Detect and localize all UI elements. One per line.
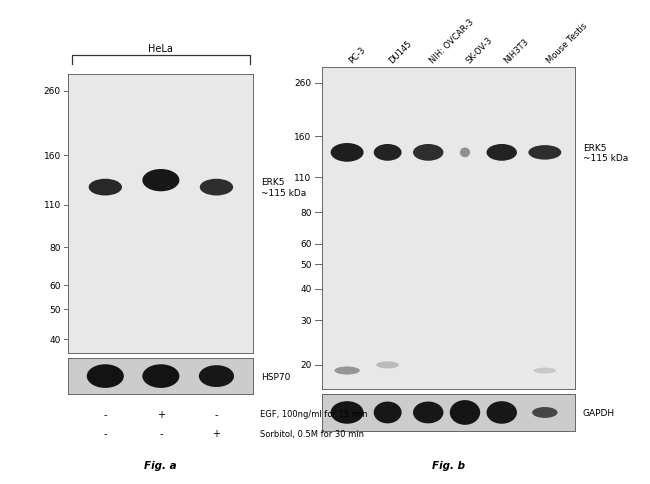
Ellipse shape — [374, 145, 402, 162]
Text: +: + — [213, 428, 220, 438]
Ellipse shape — [460, 148, 470, 158]
Text: 260: 260 — [44, 87, 61, 96]
Text: Sorbitol, 0.5M for 30 min: Sorbitol, 0.5M for 30 min — [260, 429, 364, 438]
Text: 80: 80 — [49, 243, 61, 252]
Text: +: + — [157, 409, 165, 419]
Text: ERK5
~115 kDa: ERK5 ~115 kDa — [583, 143, 628, 163]
Text: 50: 50 — [300, 260, 311, 269]
Text: 40: 40 — [300, 285, 311, 293]
Text: 110: 110 — [294, 173, 311, 182]
Text: 110: 110 — [44, 201, 61, 210]
Text: 260: 260 — [294, 79, 311, 88]
Text: 160: 160 — [294, 132, 311, 141]
Text: 40: 40 — [49, 335, 61, 344]
Text: GAPDH: GAPDH — [583, 408, 615, 417]
Ellipse shape — [88, 180, 122, 196]
Text: DU145: DU145 — [387, 39, 414, 65]
Text: 50: 50 — [49, 305, 61, 314]
Ellipse shape — [200, 180, 233, 196]
Text: PC-3: PC-3 — [347, 45, 367, 65]
Ellipse shape — [413, 145, 443, 162]
Text: 60: 60 — [300, 240, 311, 249]
Ellipse shape — [532, 407, 558, 418]
Ellipse shape — [142, 170, 179, 192]
Ellipse shape — [331, 144, 363, 163]
Ellipse shape — [534, 368, 556, 374]
Text: SK-OV-3: SK-OV-3 — [465, 35, 495, 65]
Text: -: - — [103, 409, 107, 419]
Text: -: - — [159, 428, 162, 438]
Text: ERK5
~115 kDa: ERK5 ~115 kDa — [261, 178, 306, 197]
Ellipse shape — [486, 401, 517, 424]
Ellipse shape — [376, 362, 399, 369]
Text: Mouse Testis: Mouse Testis — [545, 21, 589, 65]
Ellipse shape — [199, 365, 234, 387]
Text: -: - — [214, 409, 218, 419]
Ellipse shape — [335, 367, 360, 375]
Text: 30: 30 — [300, 316, 311, 325]
Text: -: - — [103, 428, 107, 438]
Text: HSP70: HSP70 — [261, 372, 291, 381]
Text: 160: 160 — [44, 151, 61, 161]
Text: HeLa: HeLa — [148, 44, 174, 54]
Text: NIH3T3: NIH3T3 — [502, 37, 530, 65]
Text: Fig. a: Fig. a — [144, 460, 177, 469]
Text: 20: 20 — [300, 361, 311, 370]
Text: Fig. b: Fig. b — [432, 460, 465, 469]
Text: NIH: OVCAR-3: NIH: OVCAR-3 — [428, 17, 476, 65]
Ellipse shape — [331, 401, 363, 424]
Ellipse shape — [486, 145, 517, 162]
Text: EGF, 100ng/ml for 15 min: EGF, 100ng/ml for 15 min — [260, 409, 368, 418]
Ellipse shape — [86, 364, 124, 388]
Ellipse shape — [450, 400, 480, 425]
Text: 60: 60 — [49, 281, 61, 290]
Text: 80: 80 — [300, 209, 311, 217]
Ellipse shape — [413, 402, 443, 424]
Ellipse shape — [374, 402, 402, 424]
Ellipse shape — [142, 364, 179, 388]
Ellipse shape — [528, 146, 562, 160]
